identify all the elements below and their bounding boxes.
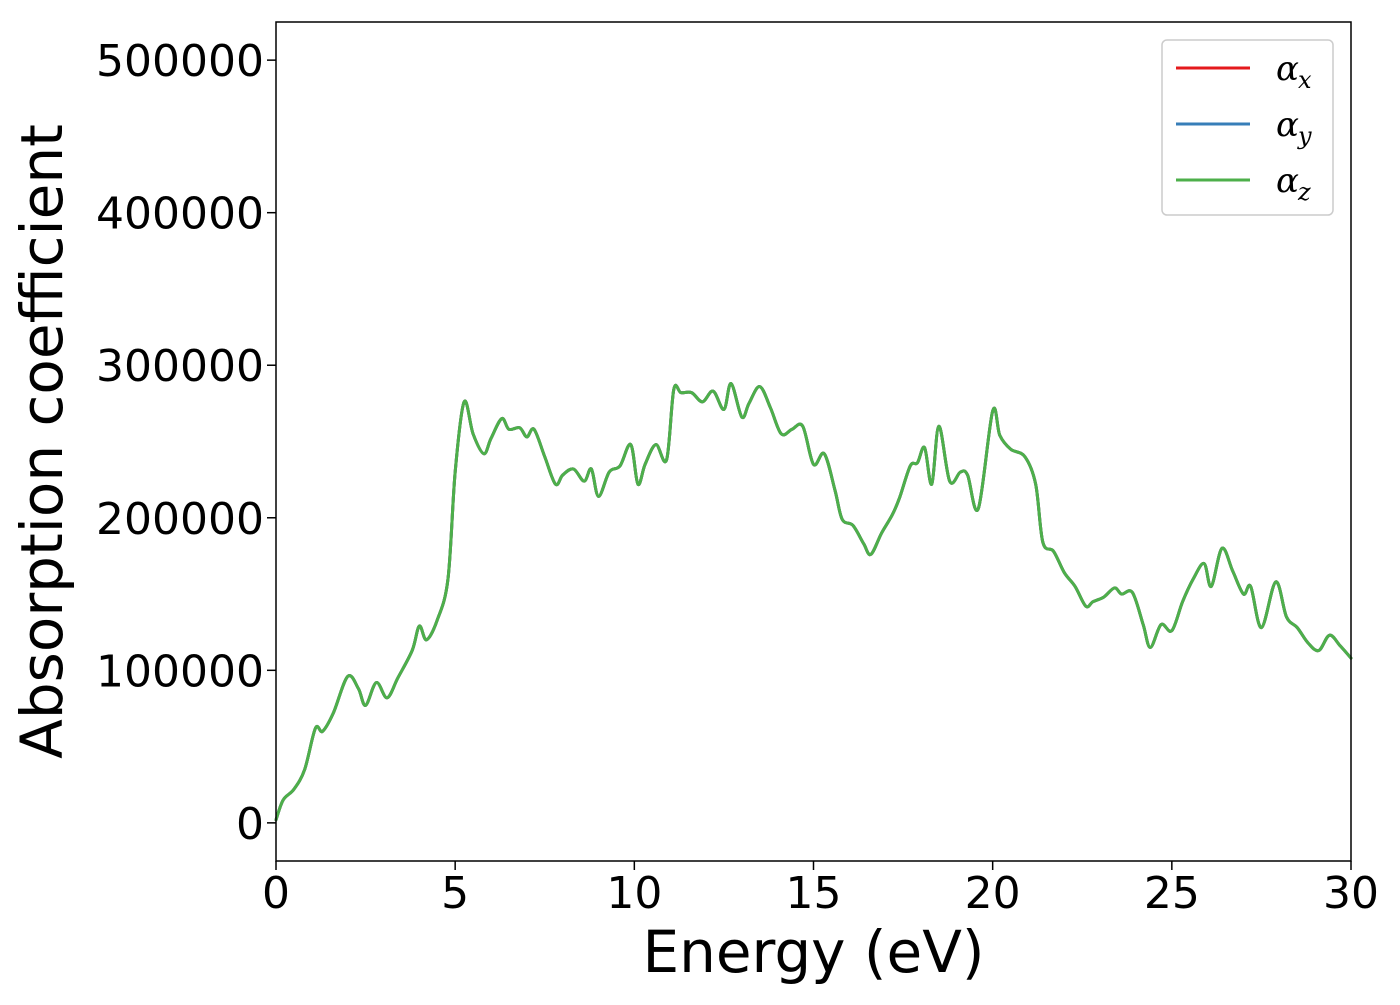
x-tick-label: 0 xyxy=(262,868,290,919)
y-tick-label: 200000 xyxy=(96,494,264,545)
legend-box xyxy=(1161,39,1334,216)
legend-label-subscript: x xyxy=(1298,66,1312,94)
x-axis-ticks: 0 5 10 15 20 25 30 xyxy=(262,861,1379,919)
y-tick-label: 400000 xyxy=(96,189,264,240)
series-line-x xyxy=(274,382,1353,822)
y-tick-label: 300000 xyxy=(96,341,264,392)
legend-label: α xyxy=(1276,105,1299,145)
legend-label-subscript: y xyxy=(1297,122,1312,150)
x-tick-label: 10 xyxy=(606,868,662,919)
y-tick-label: 100000 xyxy=(96,646,264,697)
legend-label: α xyxy=(1276,49,1299,89)
legend-label-subscript: z xyxy=(1297,178,1311,206)
x-tick-label: 20 xyxy=(965,868,1021,919)
series-layer xyxy=(274,382,1353,822)
y-axis-label: Absorption coefficient xyxy=(8,124,76,759)
x-tick-label: 30 xyxy=(1323,868,1379,919)
y-axis-ticks: 0 100000 200000 300000 400000 500000 xyxy=(96,36,276,850)
series-line-z xyxy=(274,382,1353,822)
x-tick-label: 5 xyxy=(441,868,469,919)
x-axis-label: Energy (eV) xyxy=(642,918,984,986)
legend: α xα yα z xyxy=(1161,39,1334,216)
y-tick-label: 500000 xyxy=(96,36,264,87)
legend-label: α xyxy=(1276,161,1299,201)
y-tick-label: 0 xyxy=(236,799,264,850)
x-tick-label: 25 xyxy=(1144,868,1200,919)
x-tick-label: 15 xyxy=(786,868,842,919)
series-line-y xyxy=(274,382,1353,822)
